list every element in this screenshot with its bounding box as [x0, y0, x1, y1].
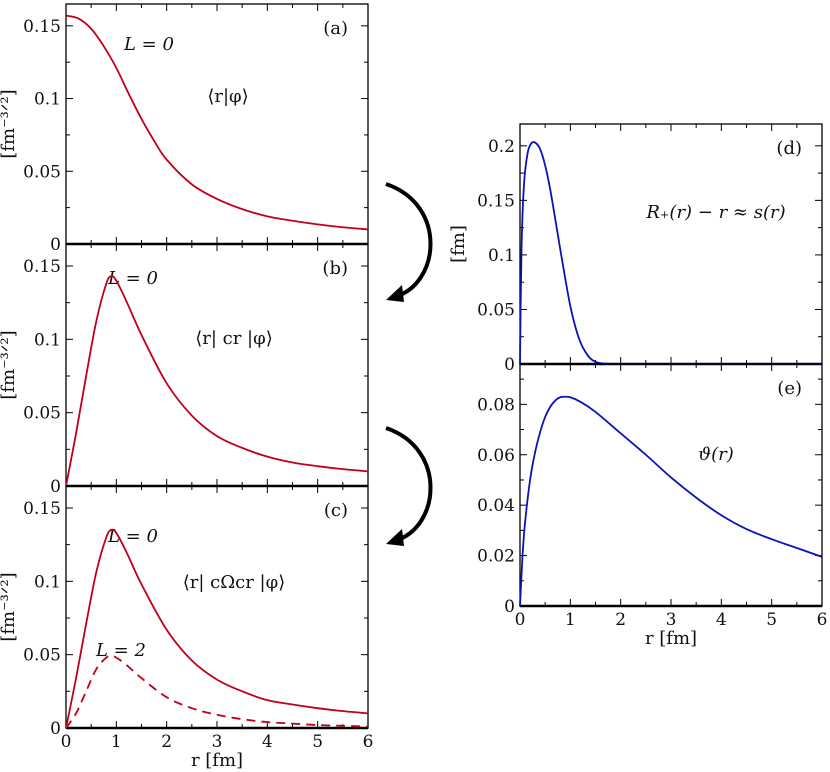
panel-e-xtick-label: 5	[766, 610, 777, 630]
panel-a: 0 0.05 0.1 0.15 [fm⁻³ᐟ²] (a) L = 0 ⟨r|φ⟩	[0, 3, 369, 255]
panel-e-frame	[519, 363, 823, 607]
panel-b-series-0-line	[65, 275, 369, 487]
panel-c-xlabel: r [fm]	[191, 750, 243, 771]
panel-e-xtick-label: 6	[817, 610, 828, 630]
panel-c-series-0-line	[65, 528, 369, 729]
panel-a-ytick-label: 0.05	[23, 162, 61, 182]
panel-c-ytick-label: 0.05	[23, 646, 61, 666]
panel-a-series-0-line	[65, 14, 369, 231]
panel-e: 0 0.02 0.04 0.06 0.08 0 1 2 3 4 5 6 r [fm] (e) ϑ(r)	[477, 363, 828, 649]
panel-c-ylabel: [fm⁻³ᐟ²]	[0, 572, 19, 641]
panel-e-series-0-line	[519, 395, 823, 607]
panel-e-ytick-label: 0.08	[477, 395, 515, 415]
panel-d-annotation: R₊(r) − r ≈ s(r)	[645, 202, 785, 223]
panel-e-xtick-label: 0	[515, 610, 526, 630]
panel-b-ytick-label: 0.15	[23, 257, 61, 277]
panel-c-annotation: L = 2	[95, 640, 146, 661]
panel-b-label: (b)	[322, 258, 348, 279]
panel-b-annotation: L = 0	[107, 268, 158, 289]
panel-b-ytick-label: 0	[50, 477, 61, 497]
panel-b-ytick-label: 0.05	[23, 404, 61, 424]
panel-e-xtick-label: 1	[565, 610, 576, 630]
panel-e-xtick-label: 4	[716, 610, 727, 630]
panel-c-xtick-label: 4	[262, 732, 273, 752]
panel-d-frame	[519, 123, 823, 365]
panel-c-xtick-label: 0	[61, 732, 72, 752]
panel-c-ytick-label: 0.15	[23, 499, 61, 519]
panel-a-ylabel: [fm⁻³ᐟ²]	[0, 89, 19, 158]
panel-e-ytick-label: 0.06	[477, 446, 515, 466]
arrow-b-to-c-head	[386, 529, 404, 546]
panel-d-series-0-line	[519, 141, 823, 365]
panel-d: 0 0.05 0.1 0.15 0.2 [fm] (d) R₊(r) − r ≈ s(r)	[448, 123, 823, 375]
panel-e-ytick-label: 0.04	[477, 496, 515, 516]
panel-b: 0 0.05 0.1 0.15 [fm⁻³ᐟ²] (b) L = 0 ⟨r| cr |φ⟩	[0, 243, 369, 497]
panel-c-xtick-label: 1	[111, 732, 122, 752]
panel-c: 0 0.05 0.1 0.15 0 1 2 3 4 5 6 r [fm] [fm⁻³ᐟ²] (c) L = …	[0, 485, 374, 771]
panel-c-xtick-label: 5	[312, 732, 323, 752]
panel-a-annotation: ⟨r|φ⟩	[207, 86, 248, 107]
panel-e-annotation: ϑ(r)	[698, 444, 734, 465]
panel-e-ytick-label: 0	[504, 597, 515, 617]
arrow-b-to-c	[385, 426, 433, 543]
panel-c-label: (c)	[324, 500, 348, 521]
panel-d-ytick-label: 0.1	[488, 246, 515, 266]
panels: 00.050.10.15[fm⁻³ᐟ²](a)L = 0⟨r|φ⟩00.050.…	[0, 3, 828, 771]
panel-c-xtick-label: 3	[212, 732, 223, 752]
transform-arrows	[385, 182, 433, 546]
panel-d-ytick-label: 0	[504, 355, 515, 375]
panel-b-ytick-label: 0.1	[34, 330, 61, 350]
panel-a-ytick-label: 0	[50, 235, 61, 255]
panel-d-ytick-label: 0.15	[477, 191, 515, 211]
panel-c-xtick-label: 2	[161, 732, 172, 752]
panel-e-xtick-label: 3	[666, 610, 677, 630]
panel-a-ytick-label: 0.1	[34, 90, 61, 110]
panel-c-ytick-label: 0	[50, 719, 61, 739]
arrow-a-to-b-head	[386, 285, 404, 302]
panel-b-ylabel: [fm⁻³ᐟ²]	[0, 330, 19, 399]
panel-c-annotation: L = 0	[107, 526, 158, 547]
panel-e-xlabel: r [fm]	[645, 628, 697, 649]
panel-a-ytick-label: 0.15	[23, 17, 61, 37]
panel-d-ytick-label: 0.05	[477, 300, 515, 320]
panel-d-label: (d)	[776, 138, 802, 159]
panel-e-label: (e)	[777, 378, 802, 399]
panel-c-frame	[65, 485, 369, 729]
panel-c-ytick-label: 0.1	[34, 572, 61, 592]
panel-d-ytick-label: 0.2	[488, 137, 515, 157]
panel-e-ytick-label: 0.02	[477, 547, 515, 567]
panel-a-label: (a)	[323, 18, 348, 39]
panel-c-annotation: ⟨r| cΩcr |φ⟩	[183, 572, 286, 593]
panel-a-frame	[65, 3, 369, 245]
panel-a-annotation: L = 0	[123, 34, 174, 55]
panel-c-series-1-line	[65, 655, 369, 729]
panel-d-ylabel: [fm]	[448, 225, 469, 263]
panel-c-xtick-label: 6	[363, 732, 374, 752]
panel-b-annotation: ⟨r| cr |φ⟩	[195, 328, 273, 349]
arrow-a-to-b	[385, 182, 433, 299]
panel-e-xtick-label: 2	[615, 610, 626, 630]
